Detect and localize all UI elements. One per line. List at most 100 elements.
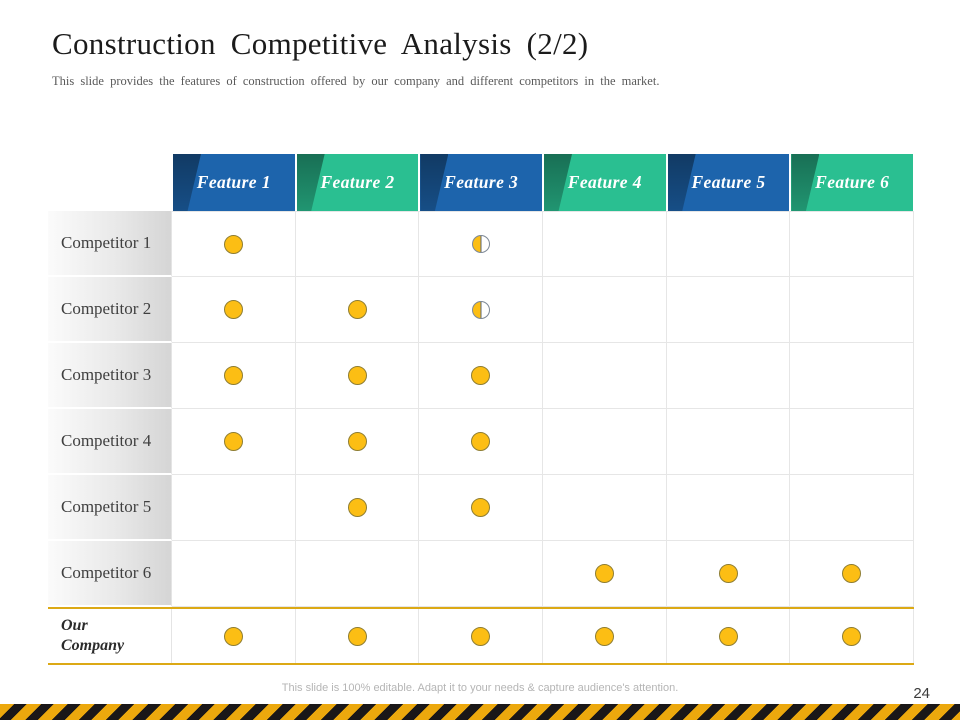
feature-cell (543, 475, 667, 541)
half-dot-indicator (471, 300, 490, 319)
feature-cell (296, 609, 420, 663)
feature-cell (295, 343, 420, 409)
feature-header-label: Feature 5 (691, 172, 766, 192)
row-label-text: Competitor 5 (61, 497, 152, 516)
feature-cell (666, 409, 791, 475)
full-dot-indicator (471, 626, 491, 646)
feature-cell (666, 541, 791, 607)
feature-header-5: Feature 5 (667, 154, 790, 211)
full-dot-indicator (223, 366, 243, 385)
full-dot-indicator (223, 234, 243, 254)
feature-header-label: Feature 6 (815, 172, 890, 192)
row-label-text: Competitor 2 (61, 299, 152, 318)
feature-cell (295, 541, 420, 607)
feature-cell (667, 609, 791, 663)
row-label: Competitor 4 (48, 409, 172, 475)
row-label: Competitor 5 (48, 475, 172, 541)
full-dot-indicator (223, 300, 243, 319)
feature-cell (790, 211, 915, 277)
editable-note: This slide is 100% editable. Adapt it to… (281, 682, 679, 694)
full-dot-indicator (594, 626, 614, 646)
table-row: Competitor 6 (48, 541, 915, 607)
table-row: Competitor 3 (48, 343, 915, 409)
feature-cell (790, 277, 915, 343)
row-label: Competitor 6 (48, 541, 172, 607)
full-dot-indicator (347, 498, 367, 517)
feature-cell (543, 609, 667, 663)
feature-header-1: Feature 1 (173, 154, 295, 211)
table-row: Competitor 1 (48, 211, 915, 277)
row-label-text: Competitor 3 (61, 365, 152, 384)
full-dot-indicator (347, 300, 367, 319)
table-row: Competitor 5 (48, 475, 915, 541)
row-label-text: Competitor 1 (61, 233, 152, 252)
feature-cell (419, 409, 544, 475)
row-label: Competitor 3 (48, 343, 172, 409)
full-dot-indicator (718, 564, 738, 583)
table-row: Competitor 2 (48, 277, 915, 343)
full-dot-indicator (223, 626, 243, 646)
row-label-text: Our Company (61, 617, 125, 654)
row-label: Our Company (48, 609, 172, 663)
row-label-text: Competitor 4 (61, 431, 152, 450)
full-dot-indicator (471, 432, 491, 451)
full-dot-indicator (471, 366, 491, 385)
feature-cell (172, 541, 296, 607)
feature-cell (419, 343, 544, 409)
feature-cell (666, 277, 791, 343)
feature-header-6: Feature 6 (791, 154, 914, 211)
feature-header-label: Feature 4 (567, 172, 642, 192)
feature-header-3: Feature 3 (420, 154, 543, 211)
full-dot-indicator (223, 432, 243, 451)
feature-cell (543, 409, 667, 475)
feature-cell (172, 475, 296, 541)
feature-cell (172, 409, 296, 475)
feature-cell (419, 211, 544, 277)
feature-cell (295, 211, 420, 277)
hazard-stripe-decoration (0, 704, 960, 720)
page-number: 24 (913, 685, 930, 702)
full-dot-indicator (842, 564, 862, 583)
feature-cell (172, 277, 296, 343)
feature-cell (543, 277, 667, 343)
full-dot-indicator (347, 366, 367, 385)
feature-cell (172, 343, 296, 409)
feature-header-label: Feature 1 (196, 172, 271, 192)
competitive-analysis-table: Feature 1 Feature 2 Feature 3 Feature 4 Feat… (48, 154, 915, 665)
corner-cell (48, 154, 172, 211)
feature-cell (419, 541, 544, 607)
feature-cell (295, 409, 420, 475)
feature-cell (790, 541, 915, 607)
feature-cell (543, 211, 667, 277)
feature-cell (419, 277, 544, 343)
feature-header-4: Feature 4 (544, 154, 666, 211)
feature-cell (172, 211, 296, 277)
row-label: Competitor 2 (48, 277, 172, 343)
feature-cell (790, 343, 915, 409)
feature-header-label: Feature 3 (444, 172, 519, 192)
full-dot-indicator (718, 626, 738, 646)
table-row: Our Company (48, 607, 915, 665)
feature-cell (666, 343, 791, 409)
feature-cell (295, 277, 420, 343)
feature-cell (543, 541, 667, 607)
full-dot-indicator (594, 564, 614, 583)
table-body: Competitor 1 Competitor 2 Competitor 3 Comp… (48, 211, 915, 665)
page-title: Construction Competitive Analysis (2/2) (52, 26, 589, 61)
page-subtitle: This slide provides the features of cons… (52, 74, 660, 88)
full-dot-indicator (347, 626, 367, 646)
feature-cell (172, 609, 296, 663)
half-dot-indicator (471, 235, 490, 253)
feature-header-2: Feature 2 (296, 154, 419, 211)
feature-cell (666, 211, 791, 277)
full-dot-indicator (471, 498, 491, 517)
feature-cell (790, 475, 915, 541)
row-label: Competitor 1 (48, 211, 172, 277)
feature-cell (295, 475, 420, 541)
feature-cell (543, 343, 667, 409)
full-dot-indicator (347, 432, 367, 451)
feature-header-label: Feature 2 (320, 172, 395, 192)
feature-cell (790, 609, 915, 663)
feature-cell (790, 409, 915, 475)
